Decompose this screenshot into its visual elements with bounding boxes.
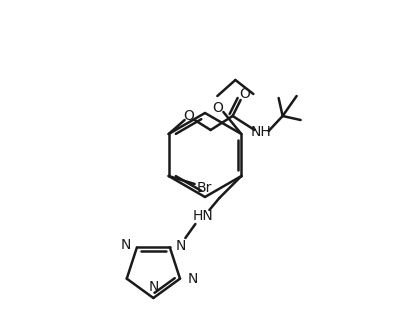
Text: NH: NH: [250, 125, 270, 139]
Text: O: O: [211, 101, 222, 115]
Text: N: N: [188, 272, 198, 286]
Text: Br: Br: [196, 181, 212, 195]
Text: O: O: [239, 87, 249, 101]
Text: N: N: [120, 238, 131, 252]
Text: N: N: [148, 280, 158, 294]
Text: O: O: [183, 109, 194, 123]
Text: N: N: [175, 239, 185, 253]
Text: HN: HN: [192, 209, 213, 223]
